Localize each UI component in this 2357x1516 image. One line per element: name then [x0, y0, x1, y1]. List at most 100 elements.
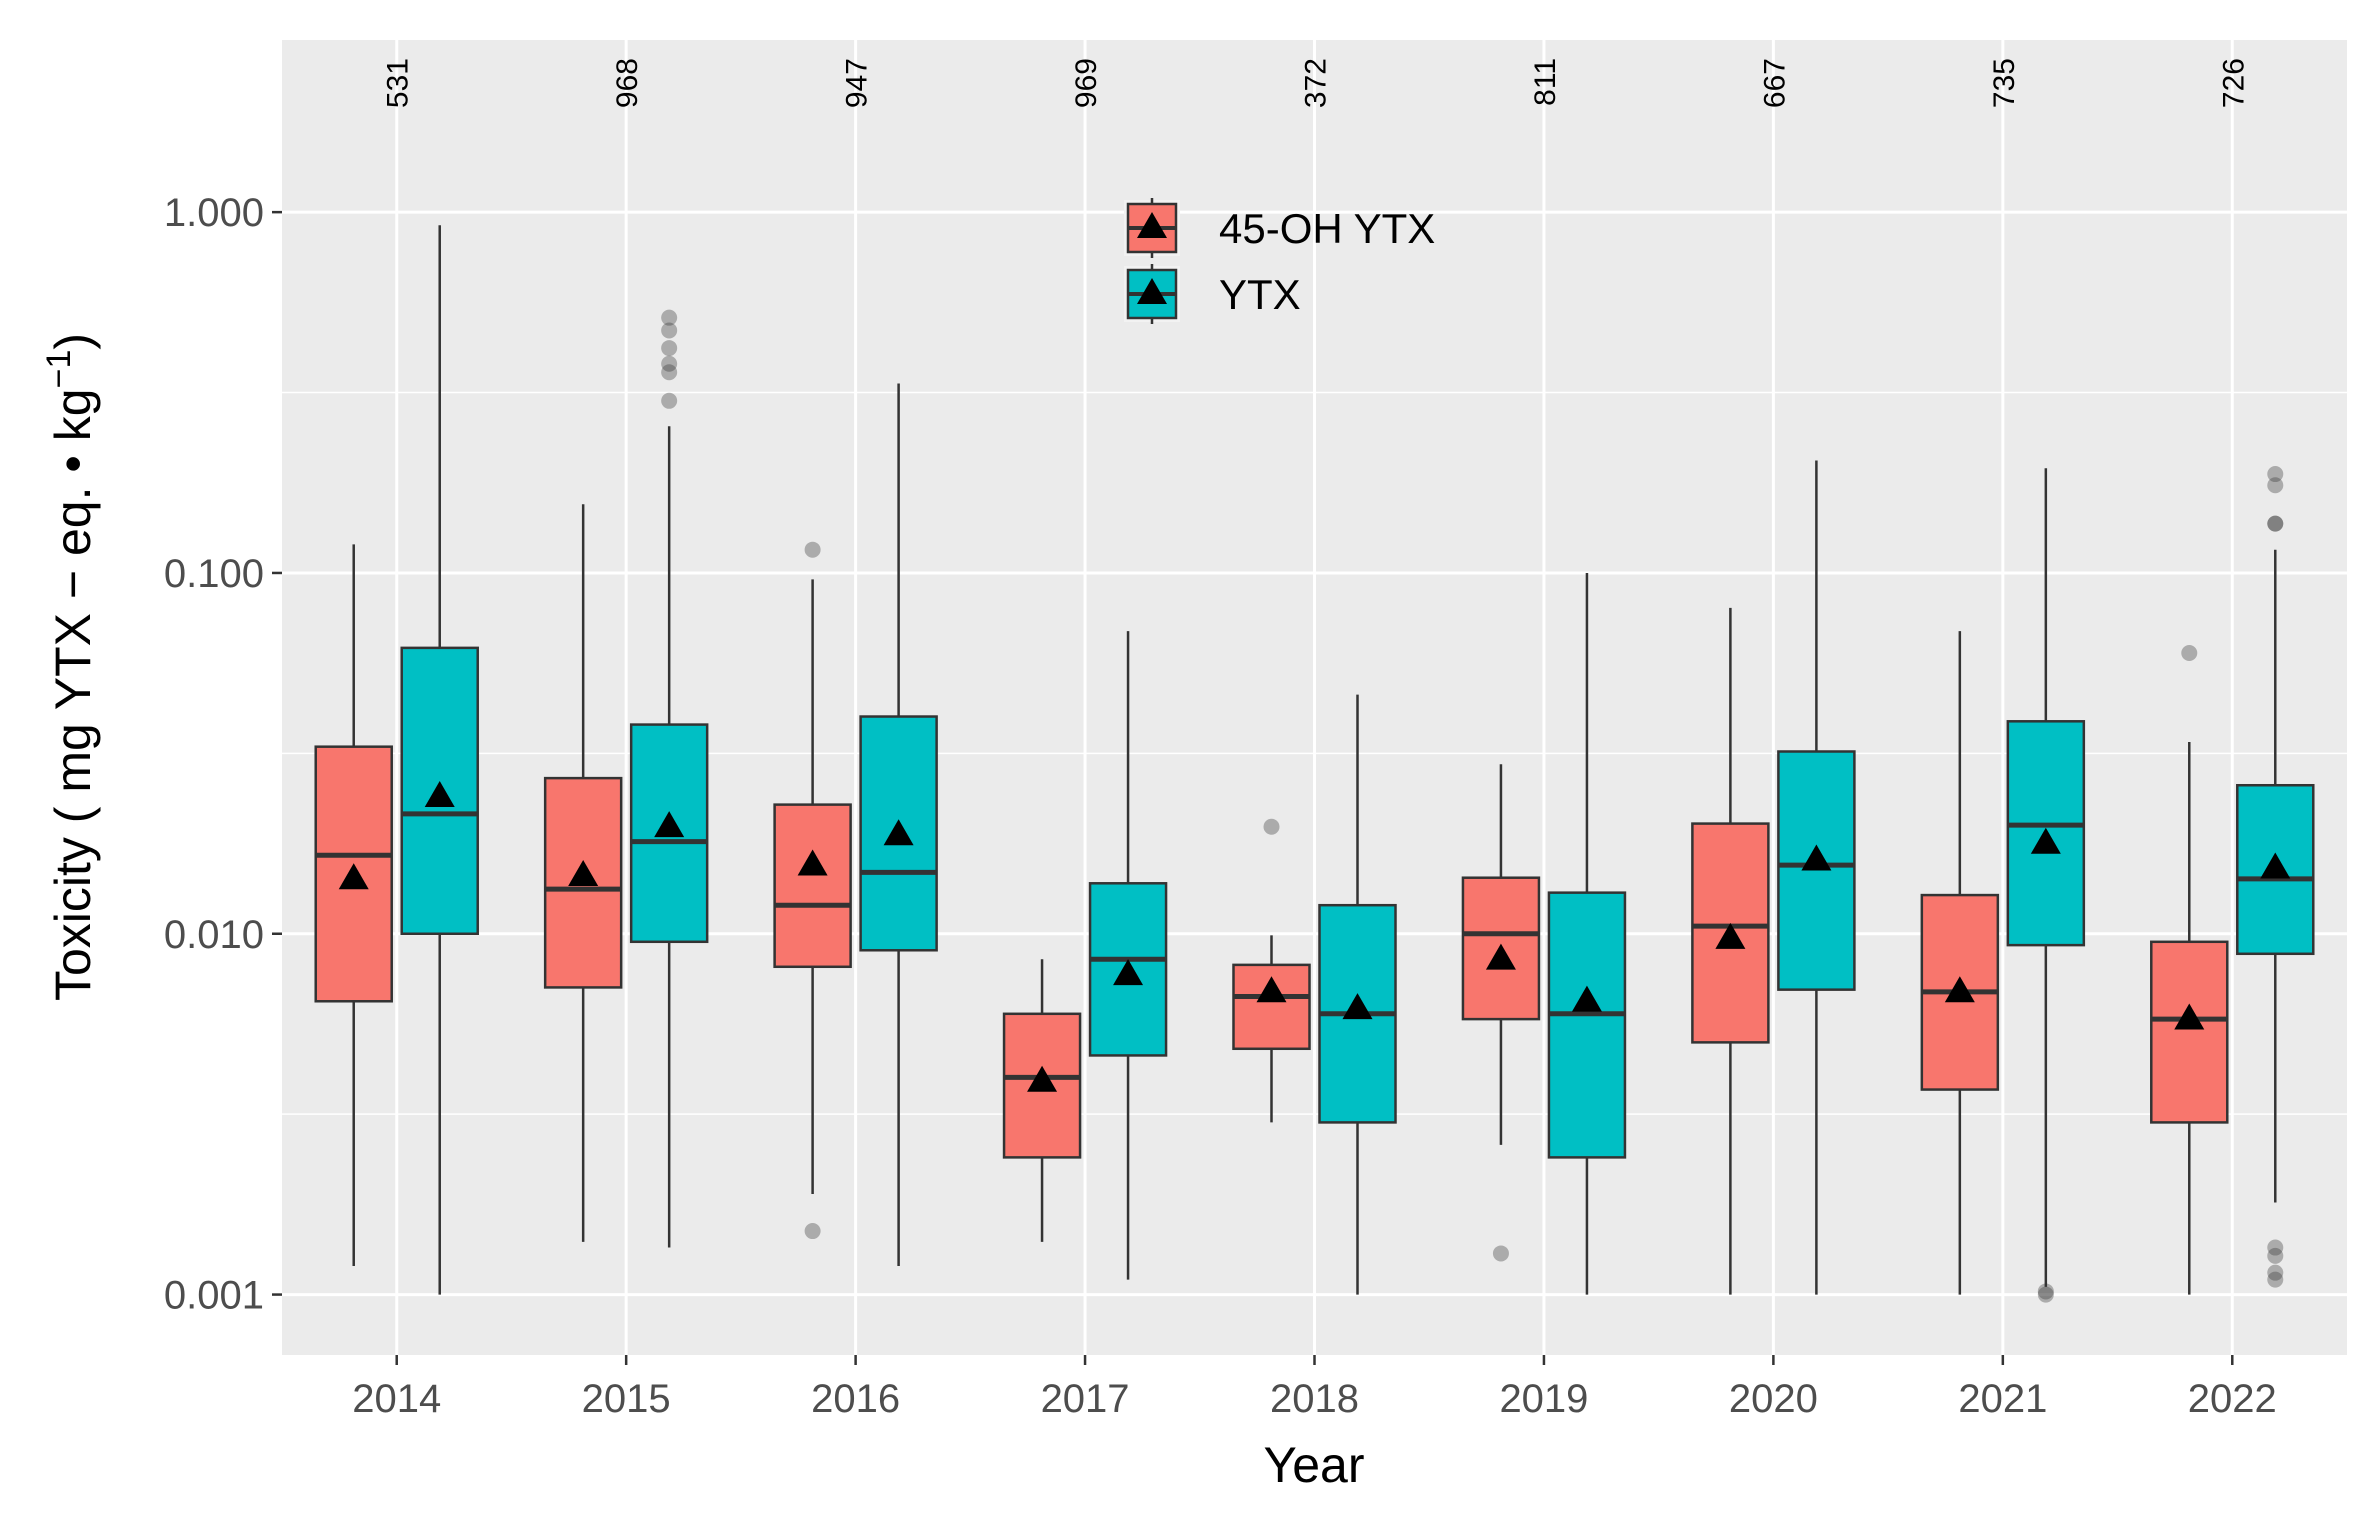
box-ytx-2019: [1547, 572, 1627, 1295]
box-ytx-2020: [1777, 460, 1856, 1295]
sample-count-label: 726: [2217, 58, 2250, 108]
sample-count-label: 667: [1758, 58, 1791, 108]
outlier-point: [661, 364, 678, 381]
box-ytx-2022: [2236, 466, 2315, 1288]
x-tick-label: 2022: [2188, 1377, 2277, 1421]
x-tick-label: 2020: [1729, 1377, 1818, 1421]
outlier-point: [804, 1223, 821, 1240]
outlier-point: [661, 309, 678, 326]
outlier-point: [2037, 1286, 2054, 1303]
mean-marker: [2260, 852, 2291, 879]
box-iqr: [1777, 750, 1856, 991]
mean-marker: [1027, 1065, 1058, 1092]
sample-count-labels: 531 968 947 969 372 811 667 735 726: [382, 58, 2251, 108]
mean-marker: [2174, 1003, 2205, 1030]
outlier-point: [2267, 1247, 2284, 1264]
mean-marker: [1715, 922, 1746, 949]
outlier-point: [2267, 1239, 2284, 1256]
sample-count-label: 968: [611, 58, 644, 108]
legend-label: 45-OH YTX: [1219, 205, 1435, 252]
mean-marker: [568, 859, 599, 886]
y-tick-label: 0.001: [164, 1274, 264, 1318]
x-tick-label: 2019: [1499, 1377, 1588, 1421]
y-axis-title-superscript: −1: [40, 350, 78, 389]
legend-key-mean: [1137, 278, 1167, 304]
box-iqr: [2150, 940, 2229, 1124]
y-tick-label: 1.000: [164, 191, 264, 235]
outlier-point: [2267, 1271, 2284, 1288]
box-45-oh-ytx-2017: [1002, 959, 1082, 1242]
mean-marker: [797, 849, 828, 876]
outlier-point: [661, 355, 678, 372]
outlier-point: [2181, 644, 2198, 661]
outlier-point: [1263, 818, 1280, 835]
box-45-oh-ytx-2014: [314, 544, 393, 1266]
box-ytx-2018: [1318, 694, 1397, 1295]
box-45-oh-ytx-2021: [1920, 631, 2000, 1295]
outlier-point: [804, 541, 821, 558]
mean-marker: [1113, 959, 1144, 986]
box-45-oh-ytx-2020: [1691, 607, 1770, 1295]
outlier-point: [2267, 515, 2284, 532]
axes: 0.001 0.010 0.100 1.000 2014 2015 2016 2017 2018…: [164, 191, 2277, 1421]
box-ytx-2016: [859, 383, 938, 1266]
mean-marker: [654, 811, 685, 838]
sample-count-label: 947: [841, 58, 874, 108]
x-tick-label: 2016: [811, 1377, 900, 1421]
grid-lines: [282, 40, 2347, 1355]
x-tick-label: 2021: [1958, 1377, 2047, 1421]
y-tick-label: 0.100: [164, 552, 264, 596]
svg-text:Toxicity ( mg YTX − eq. • kg−1: Toxicity ( mg YTX − eq. • kg−1): [40, 333, 101, 1001]
box-series: [314, 225, 2315, 1303]
legend-label: YTX: [1219, 271, 1301, 318]
x-tick-label: 2018: [1270, 1377, 1359, 1421]
outlier-point: [661, 340, 678, 357]
x-tick-label: 2015: [582, 1377, 671, 1421]
outlier-point: [661, 392, 678, 409]
mean-marker: [1256, 976, 1287, 1003]
box-45-oh-ytx-2022: [2150, 644, 2229, 1295]
x-axis-title: Year: [1263, 1437, 1364, 1493]
x-tick-label: 2017: [1041, 1377, 1130, 1421]
mean-marker: [883, 819, 914, 846]
mean-marker: [1944, 976, 1975, 1003]
mean-marker: [424, 780, 455, 807]
box-45-oh-ytx-2019: [1461, 764, 1541, 1262]
box-45-oh-ytx-2016: [773, 541, 852, 1240]
x-tick-label: 2014: [352, 1377, 441, 1421]
y-axis-title-main: Toxicity ( mg YTX − eq. • kg: [45, 388, 101, 1001]
legend-entry: YTX: [1124, 264, 1301, 324]
outlier-point: [2267, 515, 2284, 532]
outlier-point: [2037, 1283, 2054, 1300]
mean-marker: [1801, 844, 1832, 871]
sample-count-label: 735: [1988, 58, 2021, 108]
sample-count-label: 811: [1529, 58, 1562, 106]
legend-entry: 45-OH YTX: [1124, 198, 1435, 258]
box-45-oh-ytx-2015: [543, 504, 623, 1242]
sample-count-label: 969: [1070, 58, 1103, 108]
outlier-point: [2267, 1264, 2284, 1281]
mean-marker: [2030, 827, 2061, 854]
legend: 45-OH YTX YTX: [1124, 198, 1435, 324]
box-iqr: [543, 776, 623, 989]
sample-count-label: 372: [1300, 58, 1333, 108]
y-tick-label: 0.010: [164, 913, 264, 957]
outlier-point: [2267, 466, 2284, 483]
mean-marker: [338, 863, 369, 890]
outlier-point: [1492, 1245, 1509, 1262]
box-iqr: [773, 803, 852, 969]
box-ytx-2014: [400, 225, 479, 1295]
box-ytx-2015: [629, 309, 709, 1248]
y-axis-title-close: ): [45, 333, 101, 350]
box-iqr: [1547, 891, 1627, 1159]
y-axis-title: Toxicity ( mg YTX − eq. • kg−1): [40, 333, 101, 1001]
sample-count-label: 531: [382, 58, 415, 108]
mean-marker: [1571, 985, 1602, 1012]
outlier-point: [661, 322, 678, 339]
box-ytx-2021: [2006, 468, 2086, 1303]
box-ytx-2017: [1088, 631, 1168, 1280]
mean-marker: [1342, 993, 1373, 1020]
legend-key-mean: [1137, 212, 1167, 238]
outlier-point: [2267, 477, 2284, 494]
